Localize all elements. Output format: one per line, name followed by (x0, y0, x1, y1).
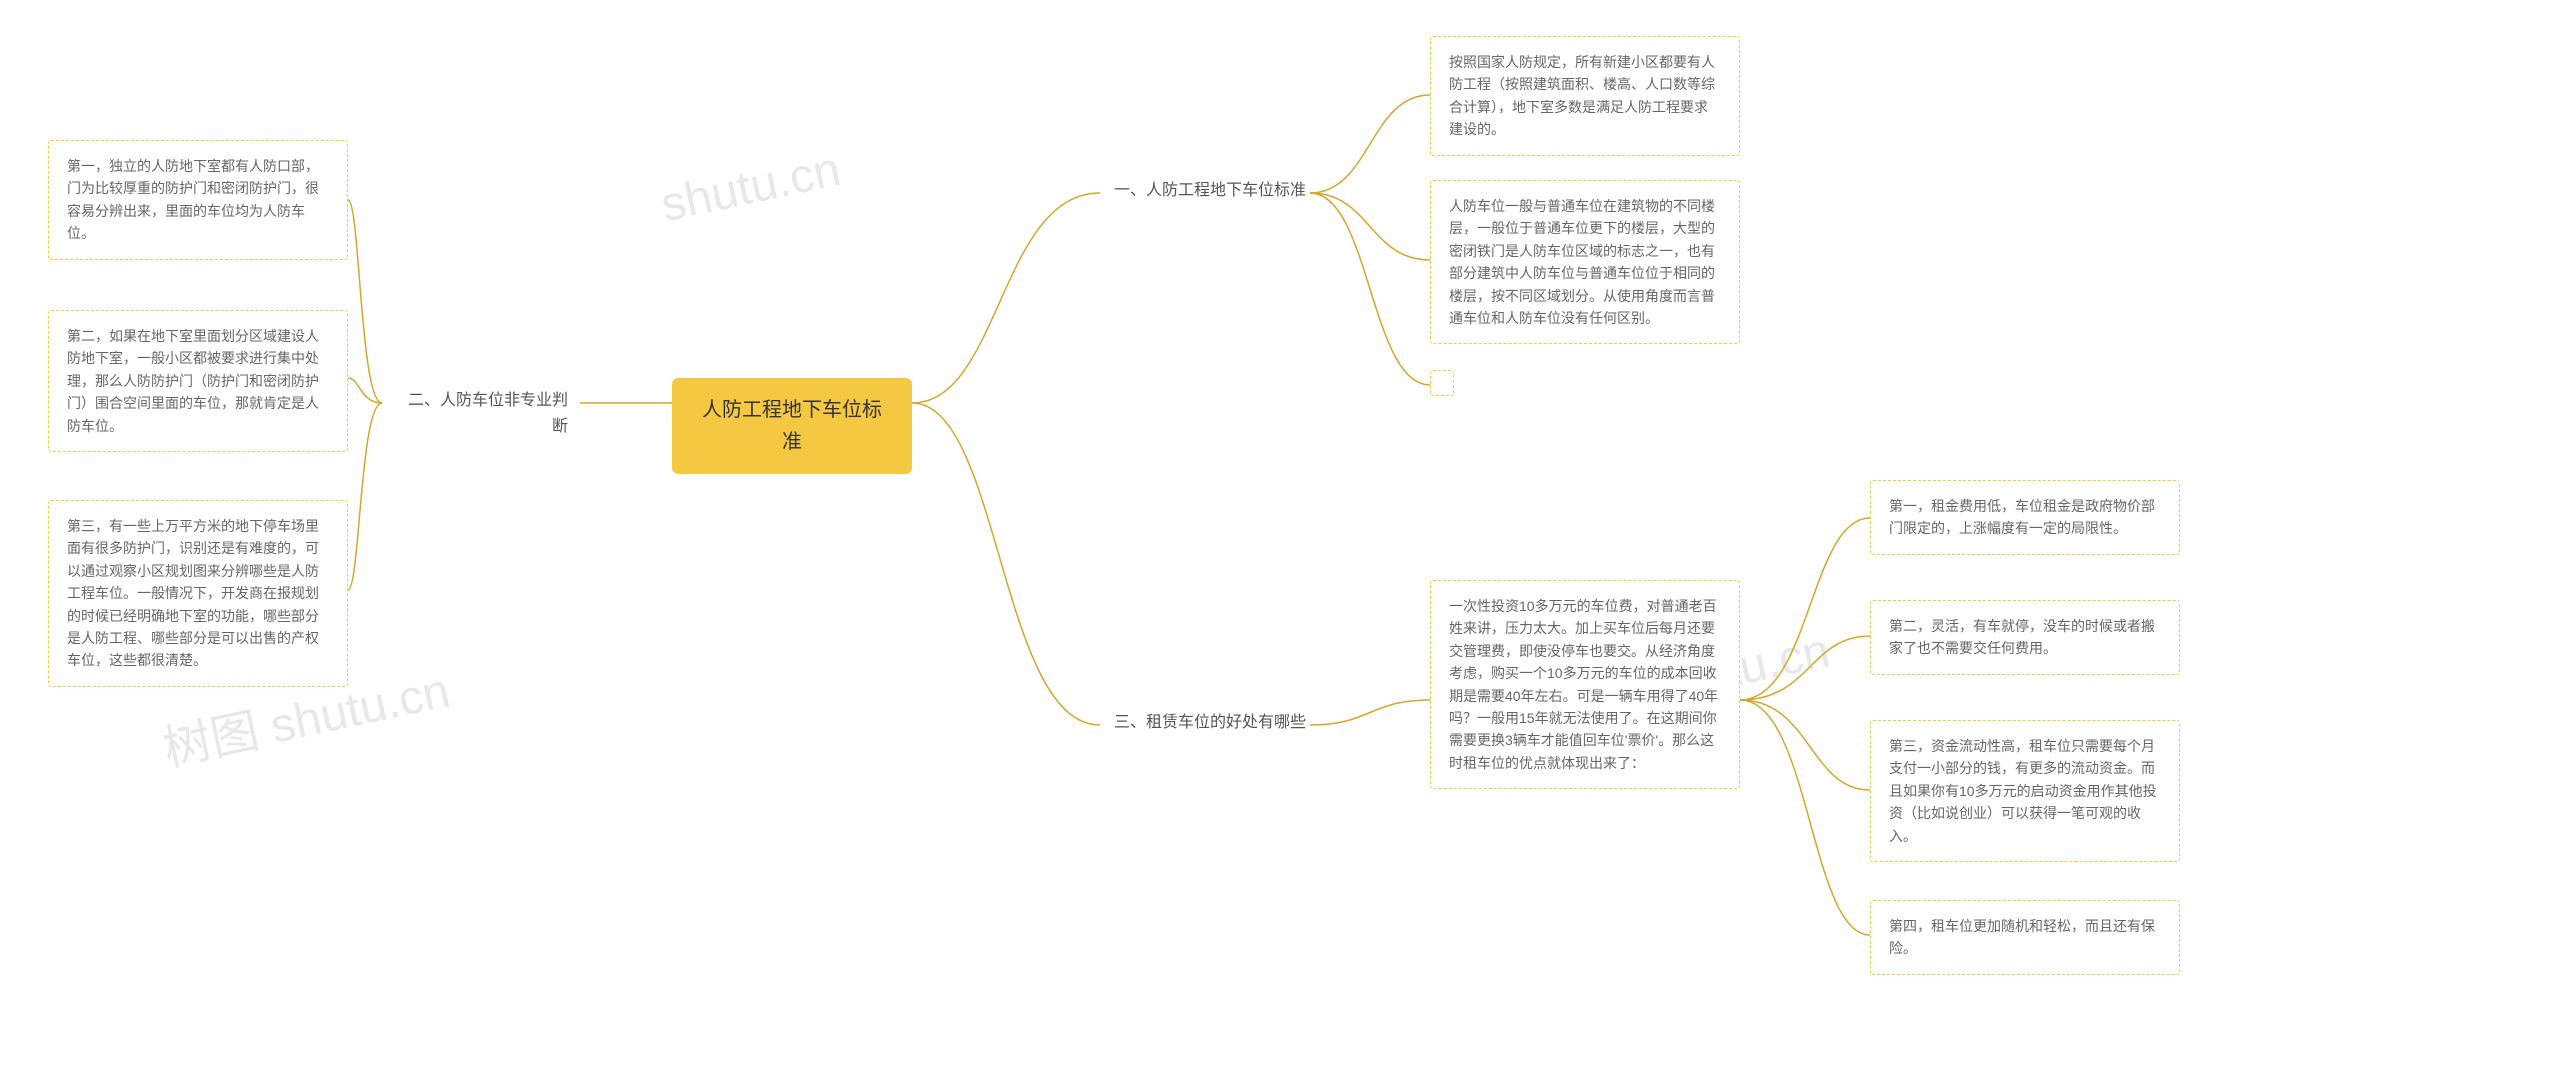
leaf-text: 第三，资金流动性高，租车位只需要每个月支付一小部分的钱，有更多的流动资金。而且如… (1889, 738, 2157, 844)
leaf-r1-3-empty[interactable] (1430, 370, 1454, 396)
leaf-text: 第三，有一些上万平方米的地下停车场里面有很多防护门，识别还是有难度的，可以通过观… (67, 518, 319, 668)
root-label: 人防工程地下车位标准 (702, 399, 882, 453)
leaf-text: 第二，灵活，有车就停，没车的时候或者搬家了也不需要交任何费用。 (1889, 618, 2155, 656)
branch-right-1[interactable]: 一、人防工程地下车位标准 (1100, 168, 1320, 214)
branch-label: 三、租赁车位的好处有哪些 (1114, 714, 1306, 731)
branch-left-1[interactable]: 二、人防车位非专业判断 (382, 378, 582, 449)
leaf-r3-1[interactable]: 一次性投资10多万元的车位费，对普通老百姓来讲，压力太大。加上买车位后每月还要交… (1430, 580, 1740, 789)
leaf-r3-gc-2[interactable]: 第二，灵活，有车就停，没车的时候或者搬家了也不需要交任何费用。 (1870, 600, 2180, 675)
leaf-text: 按照国家人防规定，所有新建小区都要有人防工程（按照建筑面积、楼高、人口数等综合计… (1449, 54, 1715, 137)
leaf-text: 人防车位一般与普通车位在建筑物的不同楼层，一般位于普通车位更下的楼层，大型的密闭… (1449, 198, 1715, 326)
leaf-left-3[interactable]: 第三，有一些上万平方米的地下停车场里面有很多防护门，识别还是有难度的，可以通过观… (48, 500, 348, 687)
leaf-r1-1[interactable]: 按照国家人防规定，所有新建小区都要有人防工程（按照建筑面积、楼高、人口数等综合计… (1430, 36, 1740, 156)
leaf-text: 第一，独立的人防地下室都有人防口部，门为比较厚重的防护门和密闭防护门，很容易分辨… (67, 158, 319, 241)
leaf-text: 第一，租金费用低，车位租金是政府物价部门限定的，上涨幅度有一定的局限性。 (1889, 498, 2155, 536)
leaf-left-1[interactable]: 第一，独立的人防地下室都有人防口部，门为比较厚重的防护门和密闭防护门，很容易分辨… (48, 140, 348, 260)
leaf-text: 第四，租车位更加随机和轻松，而且还有保险。 (1889, 918, 2155, 956)
leaf-r3-gc-3[interactable]: 第三，资金流动性高，租车位只需要每个月支付一小部分的钱，有更多的流动资金。而且如… (1870, 720, 2180, 862)
leaf-r3-gc-1[interactable]: 第一，租金费用低，车位租金是政府物价部门限定的，上涨幅度有一定的局限性。 (1870, 480, 2180, 555)
leaf-left-2[interactable]: 第二，如果在地下室里面划分区域建设人防地下室，一般小区都被要求进行集中处理，那么… (48, 310, 348, 452)
mindmap-root[interactable]: 人防工程地下车位标准 (672, 378, 912, 474)
branch-label: 二、人防车位非专业判断 (408, 392, 568, 435)
leaf-text: 一次性投资10多万元的车位费，对普通老百姓来讲，压力太大。加上买车位后每月还要交… (1449, 598, 1718, 771)
watermark: shutu.cn (656, 142, 845, 234)
branch-right-3[interactable]: 三、租赁车位的好处有哪些 (1100, 700, 1320, 746)
branch-label: 一、人防工程地下车位标准 (1114, 182, 1306, 199)
leaf-text: 第二，如果在地下室里面划分区域建设人防地下室，一般小区都被要求进行集中处理，那么… (67, 328, 319, 434)
leaf-r1-2[interactable]: 人防车位一般与普通车位在建筑物的不同楼层，一般位于普通车位更下的楼层，大型的密闭… (1430, 180, 1740, 344)
leaf-r3-gc-4[interactable]: 第四，租车位更加随机和轻松，而且还有保险。 (1870, 900, 2180, 975)
